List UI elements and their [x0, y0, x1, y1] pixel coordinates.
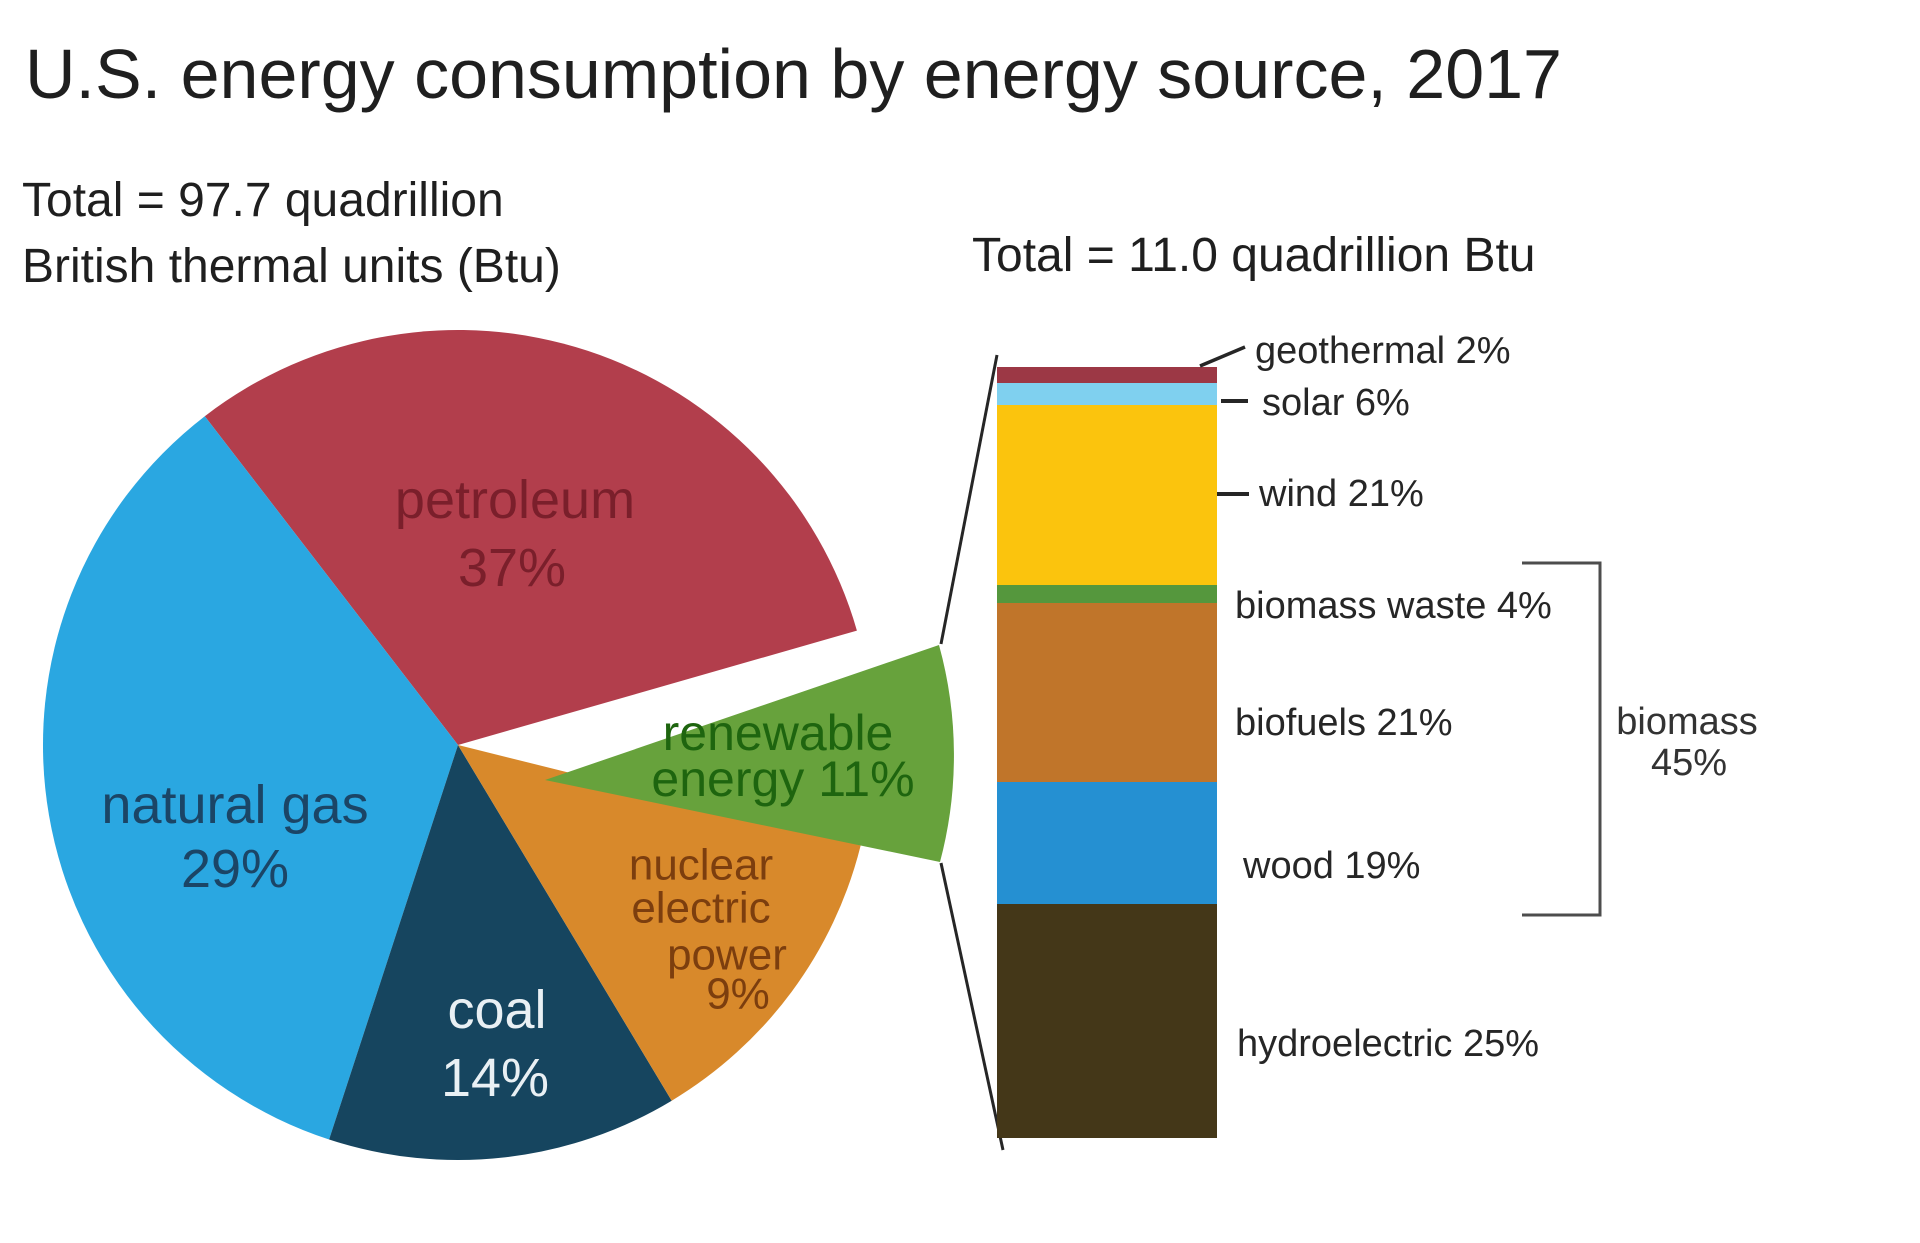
- bar-label-biofuels: biofuels 21%: [1235, 702, 1453, 744]
- bar-segment-wind: [997, 405, 1217, 585]
- connector-line-2: [939, 862, 1005, 1151]
- pie-slice-natural-gas: [42, 416, 458, 1140]
- bar-label-hydroelectric: hydroelectric 25%: [1237, 1023, 1539, 1065]
- pie-label-coal-line1: coal: [447, 980, 546, 1040]
- bar-segment-solar: [997, 383, 1217, 405]
- biomass-group-label-line1: biomass: [1616, 701, 1758, 743]
- bar-label-wood: wood 19%: [1242, 845, 1420, 887]
- bar-segment-biofuels: [997, 603, 1217, 782]
- bar-label-wind: wind 21%: [1258, 473, 1424, 515]
- pie-slice-petroleum: [204, 330, 857, 745]
- pointer-geothermal: [1199, 345, 1246, 368]
- bar-label-solar: solar 6%: [1262, 382, 1410, 424]
- pie-slice-renewable-energy-exploded: [545, 645, 954, 862]
- pie-label-renewable-energy-line2: energy 11%: [651, 751, 914, 807]
- pie-label-renewable-energy-line1: renewable: [663, 705, 894, 761]
- pie-total-line2: British thermal units (Btu): [22, 240, 561, 293]
- pie-total-label: Total = 97.7 quadrillion British thermal…: [22, 168, 561, 300]
- bar-segment-geothermal: [997, 367, 1217, 383]
- pie-label-natural-gas-line1: natural gas: [101, 775, 368, 835]
- pie-slice-coal: [329, 745, 672, 1160]
- pie-label-nuclear-electric-power-line1: nuclear: [629, 841, 773, 890]
- pie-label-nuclear-electric-power-line2: electric: [631, 884, 770, 933]
- bar-segment-hydroelectric: [997, 904, 1217, 1138]
- pie-label-petroleum-line1: petroleum: [395, 470, 635, 530]
- pie-slice-nuclear-electric-power: [458, 745, 861, 1101]
- bar-segment-biomass-waste: [997, 585, 1217, 603]
- bar-segment-wood: [997, 782, 1217, 904]
- pie-label-petroleum-line2: 37%: [458, 538, 566, 598]
- page-title: U.S. energy consumption by energy source…: [25, 35, 1562, 113]
- bar-label-biomass-waste: biomass waste 4%: [1235, 585, 1552, 627]
- pie-label-nuclear-electric-power-line3: power: [667, 931, 787, 980]
- pie-label-natural-gas-line2: 29%: [181, 839, 289, 899]
- bar-label-geothermal: geothermal 2%: [1255, 330, 1511, 372]
- pie-label-nuclear-electric-power-line4: 9%: [706, 970, 770, 1019]
- connector-line-1: [939, 354, 999, 645]
- biomass-group-label-line2: 45%: [1651, 742, 1727, 784]
- pie-total-line1: Total = 97.7 quadrillion: [22, 174, 504, 227]
- pie-label-coal-line2: 14%: [441, 1048, 549, 1108]
- biomass-bracket: [1522, 561, 1602, 917]
- bar-total-label: Total = 11.0 quadrillion Btu: [972, 229, 1536, 282]
